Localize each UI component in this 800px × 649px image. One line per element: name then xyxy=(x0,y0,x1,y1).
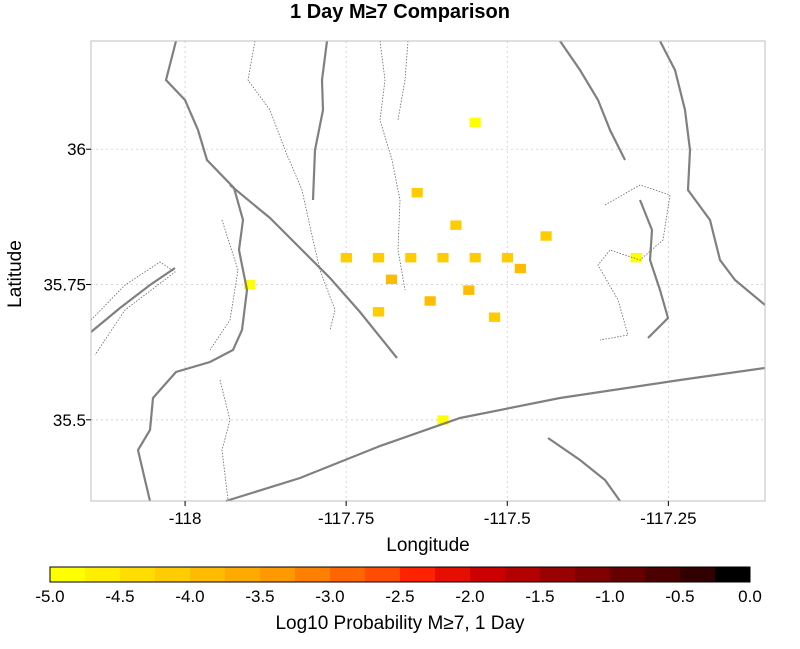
fault-line xyxy=(136,40,249,502)
heatmap-cell xyxy=(450,220,462,230)
heatmap-cell xyxy=(411,188,423,198)
x-axis-ticks: -118 -117.75 -117.5 -117.25 xyxy=(169,501,697,528)
x-tick-label: -118 xyxy=(169,509,202,528)
colorbar-tick-label: -5.0 xyxy=(35,587,64,606)
colorbar-tick-label: -4.5 xyxy=(105,587,134,606)
y-tick-label: 36 xyxy=(67,140,86,159)
colorbar-swatch xyxy=(645,567,681,582)
heatmap-cell xyxy=(244,280,256,290)
colorbar-tick-label: -3.5 xyxy=(245,587,274,606)
fault-line xyxy=(90,267,176,333)
colorbar-tick-label: -4.0 xyxy=(175,587,204,606)
heatmap-cell xyxy=(405,252,417,263)
colorbar-swatch xyxy=(155,567,191,582)
heatmap-cell xyxy=(469,252,481,263)
colorbar-swatch xyxy=(540,567,576,582)
colorbar-swatch xyxy=(260,567,296,582)
heatmap-cell xyxy=(437,252,449,263)
fault-line xyxy=(311,40,329,201)
colorbar-label: Log10 Probability M≥7, 1 Day xyxy=(275,613,525,634)
fault-line xyxy=(638,199,670,339)
fault-segment xyxy=(597,184,671,341)
colorbar-swatch xyxy=(680,567,716,582)
heatmap-cell xyxy=(630,252,642,263)
grid xyxy=(91,41,765,501)
x-axis-label: Longitude xyxy=(386,535,469,556)
y-tick-label: 35.5 xyxy=(53,411,86,430)
heatmap-cell xyxy=(469,117,481,128)
colorbar-swatch xyxy=(330,567,366,582)
colorbar-swatch xyxy=(190,567,226,582)
colorbar-swatch xyxy=(50,567,86,582)
y-tick-label: 35.75 xyxy=(43,276,86,295)
heatmap-cells xyxy=(244,117,642,425)
colorbar-swatch xyxy=(295,567,331,582)
fault-segment xyxy=(247,40,336,331)
fault-segment xyxy=(219,379,231,501)
colorbar-swatch xyxy=(400,567,436,582)
colorbar-tick-label: -3.0 xyxy=(315,587,344,606)
fault-line xyxy=(225,366,766,503)
heatmap-cell xyxy=(463,285,475,295)
chart-title: 1 Day M≥7 Comparison xyxy=(290,1,510,23)
colorbar-tick-label: -2.5 xyxy=(385,587,414,606)
colorbar-swatch xyxy=(575,567,611,582)
colorbar-swatch xyxy=(85,567,121,582)
colorbar-swatch xyxy=(225,567,261,582)
fault-segment xyxy=(379,40,406,291)
colorbar-swatch xyxy=(715,567,751,582)
colorbar-tick-label: 0.0 xyxy=(738,587,762,606)
heatmap-cell xyxy=(488,312,501,322)
fault-segment xyxy=(90,261,176,356)
colorbar-swatch xyxy=(435,567,471,582)
fault-lines xyxy=(90,40,766,503)
colorbar-swatch xyxy=(120,567,156,582)
x-tick-label: -117.75 xyxy=(318,509,374,528)
fault-segment xyxy=(209,219,239,351)
x-tick-label: -117.25 xyxy=(640,509,696,528)
colorbar xyxy=(49,566,751,583)
heatmap-cell xyxy=(373,252,385,263)
heatmap-cell xyxy=(514,263,526,274)
heatmap-cell xyxy=(340,252,352,263)
heatmap-cell xyxy=(501,252,514,263)
colorbar-frame xyxy=(49,566,751,583)
colorbar-tick-label: -1.0 xyxy=(595,587,624,606)
fault-line xyxy=(229,184,398,359)
colorbar-swatch xyxy=(610,567,646,582)
fault-line xyxy=(547,437,621,502)
fault-line xyxy=(659,40,766,306)
colorbar-swatch xyxy=(505,567,541,582)
heatmap-cell xyxy=(540,231,552,241)
plot-frame xyxy=(90,40,766,502)
fault-line xyxy=(559,40,626,161)
colorbar-swatch xyxy=(365,567,401,582)
colorbar-tick-label: -2.0 xyxy=(455,587,484,606)
y-axis-ticks: 35.5 35.75 36 xyxy=(43,140,91,430)
heatmap-cell xyxy=(424,296,436,306)
colorbar-ticks: -5.0 -4.5 -4.0 -3.5 -3.0 -2.5 -2.0 -1.5 -1.0 -0.5… xyxy=(35,587,761,606)
colorbar-swatch xyxy=(470,567,506,582)
x-tick-label: -117.5 xyxy=(484,509,531,528)
y-axis-label: Latitude xyxy=(5,240,26,308)
heatmap-cell xyxy=(385,274,398,285)
fault-segment xyxy=(397,40,409,121)
colorbar-tick-label: -1.5 xyxy=(525,587,554,606)
colorbar-tick-label: -0.5 xyxy=(665,587,694,606)
heatmap-cell xyxy=(373,307,385,317)
heatmap-cell xyxy=(437,415,449,425)
